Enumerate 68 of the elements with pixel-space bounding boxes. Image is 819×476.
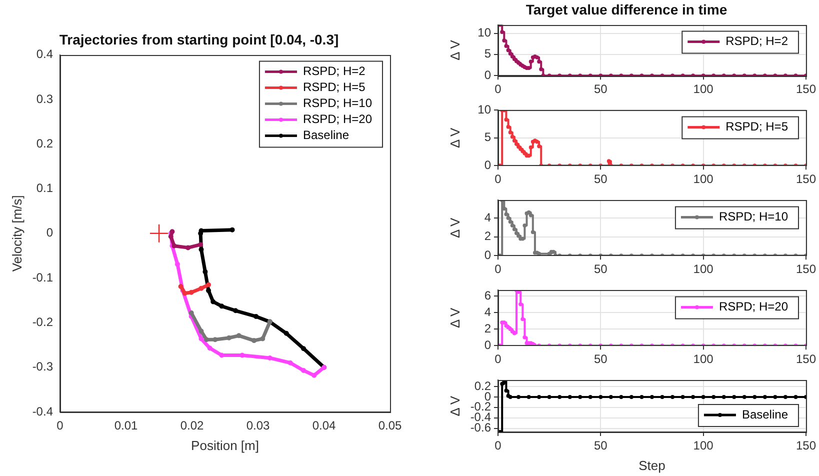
x-tick-label: 50 xyxy=(594,172,608,186)
legend-label: RSPD; H=20 xyxy=(718,300,788,314)
x-tick-label: 0.03 xyxy=(246,418,270,433)
legend-label: RSPD; H=2 xyxy=(302,64,366,78)
x-tick-label: 150 xyxy=(796,352,816,366)
chart-title: Trajectories from starting point [0.04, -0.3] xyxy=(59,31,339,48)
y-tick-label: 0 xyxy=(484,68,492,82)
chart-title: Target value difference in time xyxy=(526,1,728,18)
x-tick-label: 50 xyxy=(594,352,608,366)
x-axis-title: Step xyxy=(638,458,666,473)
y-tick-label: 4 xyxy=(484,304,492,319)
y-axis-title: Velocity [m/s] xyxy=(9,195,24,272)
x-tick-label: 150 xyxy=(796,438,816,453)
y-axis-title: Δ V xyxy=(447,307,462,328)
x-tick-label: 100 xyxy=(693,438,714,453)
x-tick-label: 0.04 xyxy=(312,418,336,433)
y-tick-label: 0.1 xyxy=(36,181,54,196)
y-tick-label: 0.2 xyxy=(36,136,54,150)
legend-label: Baseline xyxy=(302,128,350,142)
x-tick-label: 0 xyxy=(494,82,502,96)
y-tick-label: 6 xyxy=(484,288,492,302)
legend-label: RSPD; H=10 xyxy=(302,96,372,110)
y-tick-label: 2 xyxy=(484,229,492,244)
y-axis-title: Δ V xyxy=(447,127,462,148)
x-tick-label: 100 xyxy=(693,352,714,366)
x-tick-label: 150 xyxy=(796,172,816,186)
x-axis-title: Position [m] xyxy=(191,438,259,453)
y-tick-label: -0.1 xyxy=(32,270,54,284)
y-tick-label: 4 xyxy=(484,210,492,224)
x-tick-label: 150 xyxy=(796,262,816,276)
y-axis-title: Δ V xyxy=(447,40,462,60)
y-tick-label: -0.3 xyxy=(32,360,54,374)
x-tick-label: 0 xyxy=(494,262,502,276)
y-tick-label: 0 xyxy=(484,158,492,172)
legend-label: RSPD; H=5 xyxy=(726,120,788,134)
y-axis-title: Δ V xyxy=(447,217,462,238)
y-axis-title: Δ V xyxy=(447,396,462,416)
y-tick-label: 0 xyxy=(46,226,54,240)
x-tick-label: 0.05 xyxy=(378,418,402,433)
legend-label: RSPD; H=2 xyxy=(726,34,788,48)
y-tick-label: 0.4 xyxy=(36,47,54,62)
y-tick-label: -0.2 xyxy=(32,315,54,330)
legend-label: RSPD; H=5 xyxy=(302,80,366,94)
x-tick-label: 50 xyxy=(594,82,608,96)
x-tick-label: 0 xyxy=(56,418,64,433)
x-tick-label: 50 xyxy=(594,438,608,453)
y-tick-label: 0 xyxy=(484,338,492,352)
legend-label: RSPD; H=10 xyxy=(718,210,788,224)
y-tick-label: 10 xyxy=(478,102,492,117)
y-tick-label: 0 xyxy=(484,248,492,262)
x-tick-label: 0 xyxy=(494,438,502,453)
y-tick-label: 5 xyxy=(484,46,492,61)
x-tick-label: 100 xyxy=(693,172,714,186)
x-tick-label: 0 xyxy=(494,172,502,186)
y-tick-label: 10 xyxy=(478,26,492,40)
x-tick-label: 0.02 xyxy=(180,418,204,433)
x-tick-label: 100 xyxy=(693,82,714,96)
x-tick-label: 100 xyxy=(693,262,714,276)
x-tick-label: 0.01 xyxy=(114,418,138,433)
x-tick-label: 50 xyxy=(594,262,608,276)
y-tick-label: 2 xyxy=(484,321,492,336)
x-tick-label: 150 xyxy=(796,82,816,96)
y-tick-label: 5 xyxy=(484,130,492,144)
legend-label: RSPD; H=20 xyxy=(302,112,372,126)
x-tick-label: 0 xyxy=(494,352,502,366)
legend-label: Baseline xyxy=(742,407,788,422)
y-tick-label: 0.3 xyxy=(36,92,54,106)
y-tick-label: -0.4 xyxy=(32,404,54,418)
